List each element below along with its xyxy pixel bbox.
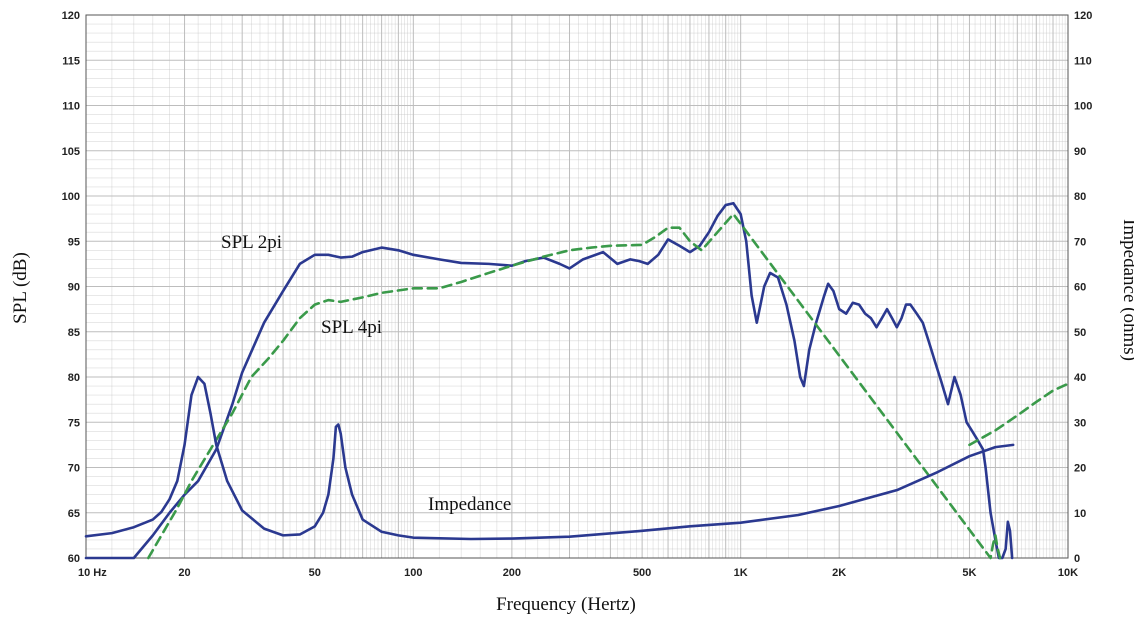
plot-frame: [85, 14, 1069, 559]
y-left-tick-label: 100: [62, 191, 80, 203]
y-left-tick-label: 120: [62, 10, 80, 22]
y-right-tick-label: 20: [1074, 463, 1086, 475]
y-left-tick-label: 105: [62, 146, 80, 158]
spl-4pi-label: SPL 4pi: [321, 317, 382, 338]
y-right-tick-label: 120: [1074, 10, 1092, 22]
y-axis-right-title: Impedance (ohms): [1119, 219, 1134, 361]
series-layer: [84, 201, 1070, 560]
y-right-tick-label: 60: [1074, 282, 1086, 294]
x-tick-label: 10 Hz: [78, 567, 107, 579]
y-left-tick-label: 60: [68, 553, 80, 565]
y-right-tick-label: 0: [1074, 553, 1080, 565]
y-right-tick-label: 50: [1074, 327, 1086, 339]
impedance-label: Impedance: [428, 494, 511, 515]
tick-labels: 60 65 70 75 80 85 90 95 100 105 110 115 120 0 10 20 30 40…: [62, 10, 1093, 579]
x-tick-label: 500: [633, 567, 651, 579]
y-right-tick-label: 40: [1074, 372, 1086, 384]
x-axis-title: Frequency (Hertz): [496, 594, 636, 615]
grid: [86, 14, 1068, 559]
x-tick-label: 5K: [962, 567, 976, 579]
x-tick-label: 2K: [832, 567, 846, 579]
y-left-tick-label: 95: [68, 236, 80, 248]
x-tick-label: 200: [503, 567, 521, 579]
y-right-tick-label: 30: [1074, 417, 1086, 429]
y-axis-left-title: SPL (dB): [10, 252, 31, 324]
series-spl-2pi: [84, 201, 1014, 560]
y-left-tick-label: 115: [62, 55, 80, 67]
y-right-tick-label: 80: [1074, 191, 1086, 203]
y-left-tick-label: 75: [68, 417, 80, 429]
series-impedance: [84, 375, 1015, 541]
series-spl-4pi-extension: [968, 382, 1070, 447]
y-left-tick-label: 70: [68, 463, 80, 475]
y-left-tick-label: 65: [68, 508, 80, 520]
y-right-tick-label: 100: [1074, 101, 1092, 113]
y-left-tick-label: 90: [68, 282, 80, 294]
y-right-tick-label: 10: [1074, 508, 1086, 520]
y-left-tick-label: 85: [68, 327, 80, 339]
x-tick-label: 100: [404, 567, 422, 579]
spl-2pi-label: SPL 2pi: [221, 232, 282, 253]
y-left-tick-label: 110: [62, 101, 80, 113]
x-tick-label: 10K: [1058, 567, 1078, 579]
x-tick-label: 20: [178, 567, 190, 579]
y-right-tick-label: 90: [1074, 146, 1086, 158]
y-right-tick-label: 110: [1074, 55, 1092, 67]
x-tick-label: 1K: [734, 567, 748, 579]
series-spl-4pi: [147, 212, 1002, 560]
y-left-tick-label: 80: [68, 372, 80, 384]
y-right-tick-label: 70: [1074, 236, 1086, 248]
x-tick-label: 50: [309, 567, 321, 579]
